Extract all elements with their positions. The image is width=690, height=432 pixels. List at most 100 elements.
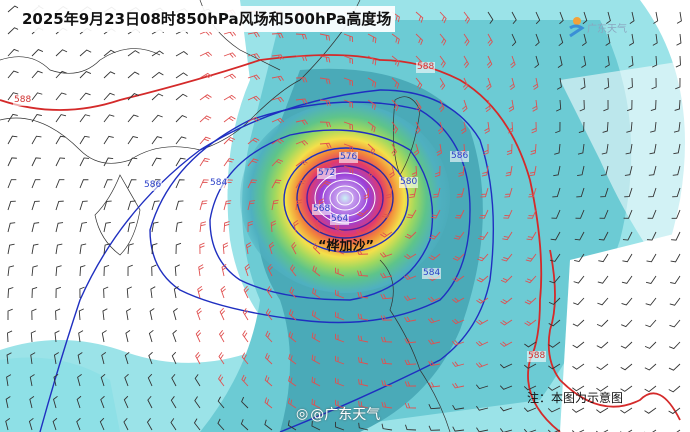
schematic-note: 注：本图为示意图 — [527, 391, 624, 405]
wind-barb — [501, 253, 513, 262]
wind-barb — [523, 385, 537, 391]
wind-barb — [151, 221, 159, 233]
wind-barb — [381, 401, 393, 409]
wind-barb — [31, 265, 38, 277]
wind-barb — [103, 200, 112, 211]
wind-barb — [356, 209, 369, 217]
wind-barb — [295, 119, 308, 126]
wind-barb — [429, 231, 441, 240]
wind-barb — [523, 407, 537, 412]
wind-barb — [452, 426, 465, 432]
wind-barb — [175, 242, 182, 255]
wind-barb — [241, 396, 249, 409]
wind-barb — [428, 360, 441, 367]
wind-barb — [79, 179, 89, 189]
wind-barb — [30, 352, 36, 365]
wind-barb — [676, 11, 682, 24]
contour-label: 576 — [339, 152, 359, 163]
wind-barb — [291, 241, 297, 255]
wind-barb — [79, 157, 90, 167]
wind-barb — [380, 336, 393, 343]
wind-barb — [242, 308, 249, 321]
wind-barb — [319, 142, 332, 149]
wind-barb — [652, 55, 658, 68]
wind-barb — [7, 135, 18, 145]
wind-barb — [406, 209, 417, 219]
wind-barb — [271, 54, 284, 60]
wind-barb — [452, 404, 465, 410]
wind-barb — [529, 165, 537, 177]
wind-barb — [485, 99, 491, 112]
wind-barb — [427, 296, 441, 303]
wind-barb — [127, 50, 140, 57]
wind-barb — [175, 115, 188, 123]
wind-barb — [595, 429, 609, 432]
contour-label: 586 — [143, 180, 163, 191]
wind-barb — [103, 179, 113, 189]
wind-barb — [624, 187, 633, 198]
wind-barb — [596, 407, 609, 414]
wind-barb — [295, 199, 302, 211]
wind-barb — [175, 72, 188, 79]
wind-barb — [125, 330, 131, 343]
wind-barb — [434, 165, 441, 178]
wind-barb — [452, 275, 465, 282]
wind-barb — [31, 70, 43, 79]
wind-barb — [415, 99, 422, 112]
wind-barb — [171, 373, 177, 387]
wind-barb — [548, 341, 561, 348]
wind-barb — [312, 265, 321, 277]
wind-barb — [55, 308, 61, 321]
wind-barb — [644, 341, 657, 349]
wind-barb — [391, 55, 400, 67]
wind-barb — [100, 373, 106, 387]
wind-barb — [523, 428, 537, 432]
wind-barb — [404, 381, 417, 387]
wind-barb — [175, 136, 187, 145]
wind-barb — [175, 93, 188, 101]
wind-barb — [31, 179, 41, 189]
wind-barb — [430, 209, 441, 219]
wind-barb — [103, 92, 115, 101]
wind-barb — [219, 307, 226, 321]
wind-barb — [574, 231, 585, 241]
wind-barb — [123, 417, 129, 431]
wind-barb — [223, 52, 237, 58]
wind-barb — [652, 33, 658, 46]
wind-barb — [217, 396, 225, 409]
wind-barb — [127, 221, 135, 233]
wind-barb — [500, 297, 513, 305]
wind-barb — [197, 285, 203, 299]
wind-barb — [289, 264, 297, 277]
wind-barb — [28, 417, 34, 431]
wind-barb — [620, 341, 633, 349]
wind-barb — [7, 113, 18, 123]
wind-barb — [335, 223, 345, 233]
watermark-text: @广东天气 — [310, 407, 381, 423]
wind-barb — [439, 33, 447, 46]
contour-label: 564 — [330, 214, 350, 225]
wind-barb — [151, 157, 162, 167]
wind-barb — [629, 11, 635, 24]
wind-barb — [311, 376, 321, 387]
wind-barb — [102, 308, 108, 321]
wind-barb — [403, 295, 417, 301]
wind-barb — [126, 308, 132, 321]
wind-barb — [432, 187, 441, 198]
wind-barb — [335, 377, 345, 387]
wind-barb — [199, 136, 211, 145]
wind-barb — [620, 385, 633, 392]
wind-barb — [171, 351, 177, 365]
wind-barb — [411, 165, 418, 178]
wind-barb — [319, 180, 331, 189]
wind-barb — [357, 313, 369, 321]
wind-barb — [621, 275, 633, 284]
wind-barb — [463, 55, 470, 68]
wind-barb — [53, 395, 58, 409]
wind-barb — [343, 33, 354, 43]
wind-barb — [127, 136, 139, 145]
wind-barb — [648, 187, 657, 198]
map-title: 2025年9月23日08时850hPa风场和500hPa高度场 — [18, 6, 396, 32]
wind-barb — [79, 222, 87, 233]
wind-barb — [241, 352, 249, 365]
